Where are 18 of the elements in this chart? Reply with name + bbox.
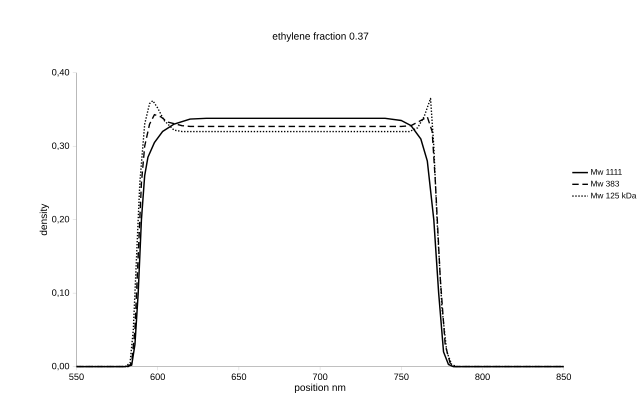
x-axis-title: position nm: [294, 384, 346, 393]
x-tick-label: 800: [475, 373, 490, 380]
x-tick-label: 600: [150, 373, 165, 380]
y-tick-label: 0,10: [52, 289, 70, 297]
x-tick-label: 700: [312, 373, 328, 380]
y-axis-title: density: [40, 204, 50, 236]
y-tick-label: 0,00: [52, 362, 70, 370]
legend-label: Mw 1111: [591, 169, 622, 175]
legend-label: Mw 125 kDa: [591, 192, 636, 198]
legend-label: Mw 383: [591, 180, 620, 187]
x-tick-label: 750: [394, 373, 409, 380]
x-tick-label: 550: [69, 373, 84, 380]
x-tick-label: 650: [232, 373, 246, 380]
x-tick-label: 850: [556, 373, 572, 380]
chart-title: ethylene fraction 0.37: [272, 32, 368, 42]
y-tick-label: 0,20: [52, 216, 70, 224]
y-tick-label: 0,40: [52, 68, 70, 77]
y-tick-label: 0,30: [52, 142, 70, 150]
